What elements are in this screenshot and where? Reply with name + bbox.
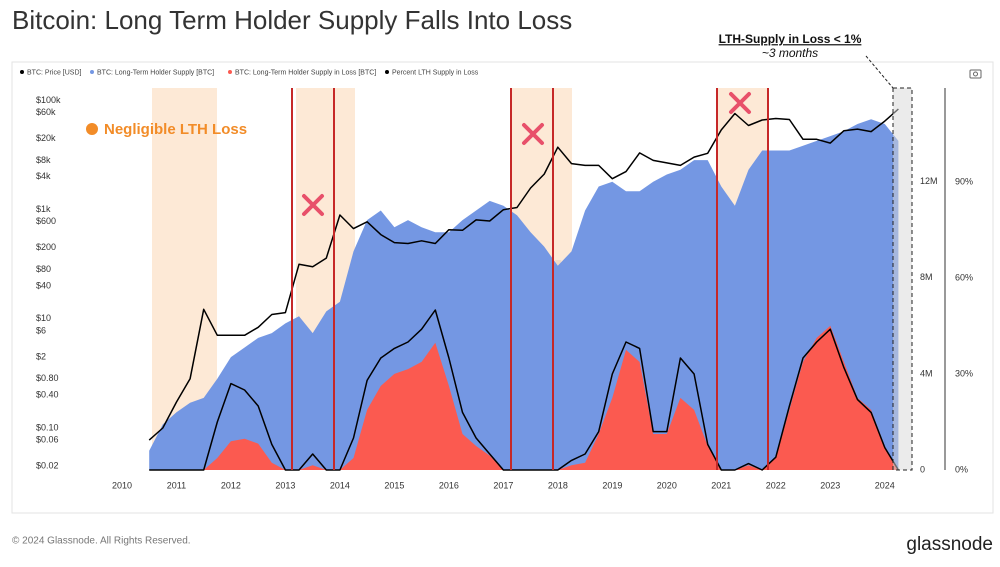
legend-swatch — [385, 70, 389, 74]
line — [149, 309, 900, 471]
y-tick-label: $2 — [36, 351, 46, 361]
overlay-layer: Negligible LTH Loss LTH-Supply in Loss <… — [86, 32, 982, 471]
y-tick-label: $200 — [36, 242, 56, 252]
recent-box — [892, 87, 913, 471]
cross-mark — [522, 123, 544, 145]
y-tick-label: $8k — [36, 155, 51, 165]
y-tick-label: $4k — [36, 171, 51, 181]
y-tick-label: $0.02 — [36, 461, 59, 471]
event-lines — [291, 88, 769, 470]
cross-mark — [302, 194, 324, 216]
x-tick-label: 2018 — [548, 480, 568, 490]
y-tick-label: $60k — [36, 107, 56, 117]
marks-layer — [148, 108, 900, 471]
x-tick-label: 2022 — [766, 480, 786, 490]
y-tick-label: $6 — [36, 325, 46, 335]
brand: glassnode — [906, 534, 993, 555]
y-tick-label: $0.10 — [36, 422, 59, 432]
y-tick-label: $40 — [36, 280, 51, 290]
x-tick-label: 2021 — [711, 480, 731, 490]
y3-tick-label: 0% — [955, 464, 968, 474]
cross-mark — [729, 92, 751, 114]
callout-line — [865, 55, 894, 89]
x-tick-label: 2016 — [439, 480, 459, 490]
x-tick-label: 2024 — [875, 480, 895, 490]
y-tick-label: $600 — [36, 216, 56, 226]
y2-tick-label: 12M — [920, 176, 938, 186]
area — [149, 119, 899, 470]
y-tick-label: $80 — [36, 264, 51, 274]
y-tick-label: $100k — [36, 95, 61, 105]
camera-body — [969, 69, 982, 79]
line — [148, 108, 899, 441]
y3-tick-label: 90% — [955, 176, 973, 186]
y-tick-label: $0.40 — [36, 390, 59, 400]
annotation: ~3 months — [762, 46, 818, 60]
x-tick-label: 2020 — [657, 480, 677, 490]
y2-tick-label: 4M — [920, 368, 933, 378]
y-tick-label: $0.80 — [36, 373, 59, 383]
legend-label: BTC: Price [USD] — [27, 69, 82, 76]
legend-label: BTC: Long-Term Holder Supply [BTC] — [97, 69, 214, 76]
x-tick-label: 2019 — [602, 480, 622, 490]
legend-label: BTC: Long-Term Holder Supply in Loss [BT… — [235, 69, 376, 76]
y3-tick-label: 30% — [955, 368, 973, 378]
x-tick-label: 2010 — [112, 480, 132, 490]
legend-swatch — [90, 70, 94, 74]
annotation-dot — [86, 123, 98, 135]
y-tick-label: $1k — [36, 204, 51, 214]
x-tick-label: 2014 — [330, 480, 350, 490]
x-tick-label: 2011 — [167, 480, 186, 490]
x-tick-label: 2012 — [221, 480, 241, 490]
x-tick-label: 2017 — [493, 480, 513, 490]
y-tick-label: $10 — [36, 313, 51, 323]
x-tick-label: 2015 — [384, 480, 404, 490]
annotation: LTH-Supply in Loss < 1% — [719, 32, 862, 46]
legend-swatch — [20, 70, 24, 74]
area — [149, 325, 899, 470]
camera-lens — [973, 71, 978, 77]
y2-tick-label: 8M — [920, 272, 933, 282]
y-tick-label: $20k — [36, 133, 56, 143]
y3-tick-label: 60% — [955, 272, 973, 282]
legend: BTC: Price [USD] BTC: Long-Term Holder Su… — [20, 69, 479, 76]
chart-title: Bitcoin: Long Term Holder Supply Falls I… — [12, 5, 572, 35]
legend-swatch — [228, 70, 232, 74]
camera-icon[interactable] — [969, 69, 982, 79]
x-tick-label: 2023 — [820, 480, 840, 490]
cross-marks — [302, 92, 751, 216]
legend-label: Percent LTH Supply in Loss — [392, 69, 479, 76]
footer: © 2024 Glassnode. All Rights Reserved. — [12, 536, 191, 547]
y-tick-label: $0.06 — [36, 434, 59, 444]
y2-tick-label: 0 — [920, 464, 925, 474]
x-tick-label: 2013 — [275, 480, 295, 490]
annotation: Negligible LTH Loss — [104, 121, 247, 138]
